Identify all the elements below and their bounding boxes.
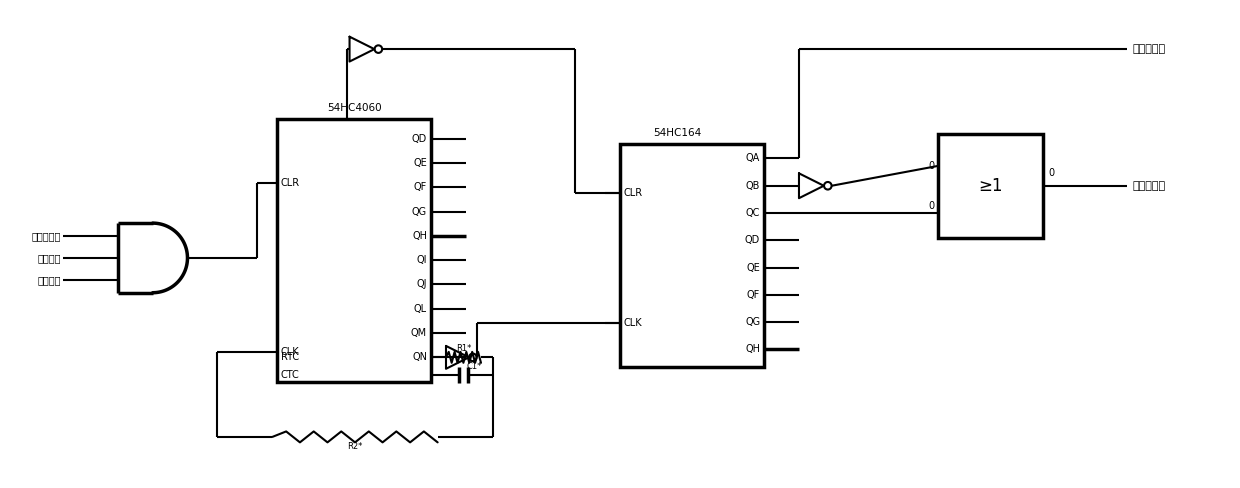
Text: QG: QG — [412, 206, 427, 217]
Text: RTC: RTC — [281, 352, 299, 363]
Text: 0: 0 — [928, 201, 934, 211]
Text: 54HC4060: 54HC4060 — [326, 103, 382, 113]
Text: QE: QE — [413, 158, 427, 168]
Text: QH: QH — [412, 231, 427, 241]
Text: QC: QC — [745, 208, 760, 218]
Text: QH: QH — [745, 345, 760, 354]
Text: CLR: CLR — [281, 178, 300, 188]
Text: QG: QG — [745, 317, 760, 327]
Text: CLR: CLR — [624, 188, 644, 198]
Text: QF: QF — [746, 290, 760, 300]
Text: C1*: C1* — [466, 362, 482, 371]
Text: 第一次狗和: 第一次狗和 — [1132, 44, 1166, 54]
Bar — [277, 119, 432, 382]
Text: R2*: R2* — [347, 442, 363, 451]
Text: 禁止看门狗: 禁止看门狗 — [32, 231, 61, 241]
Text: CLK: CLK — [624, 318, 642, 327]
Text: QI: QI — [417, 255, 427, 265]
Text: QD: QD — [745, 235, 760, 245]
Text: QN: QN — [412, 352, 427, 363]
Text: QF: QF — [414, 182, 427, 192]
Text: ≥1: ≥1 — [978, 177, 1003, 195]
Text: QJ: QJ — [417, 280, 427, 289]
Text: CTC: CTC — [281, 370, 300, 380]
Text: QM: QM — [410, 328, 427, 338]
Text: 0: 0 — [1049, 168, 1055, 178]
Text: QB: QB — [745, 181, 760, 191]
Text: CLK: CLK — [281, 347, 300, 357]
Text: QE: QE — [746, 263, 760, 273]
Text: QL: QL — [414, 304, 427, 314]
Text: QA: QA — [746, 154, 760, 163]
Text: 54HC164: 54HC164 — [653, 128, 702, 138]
Text: 0: 0 — [928, 161, 934, 171]
Text: 上电复位: 上电复位 — [37, 253, 61, 263]
Text: QD: QD — [412, 134, 427, 143]
Text: 第二次狗和: 第二次狗和 — [1132, 181, 1166, 191]
Bar — [939, 134, 1043, 238]
Text: 软件喜狗: 软件喜狗 — [37, 275, 61, 285]
Bar — [620, 143, 764, 367]
Text: R1*: R1* — [456, 344, 471, 353]
